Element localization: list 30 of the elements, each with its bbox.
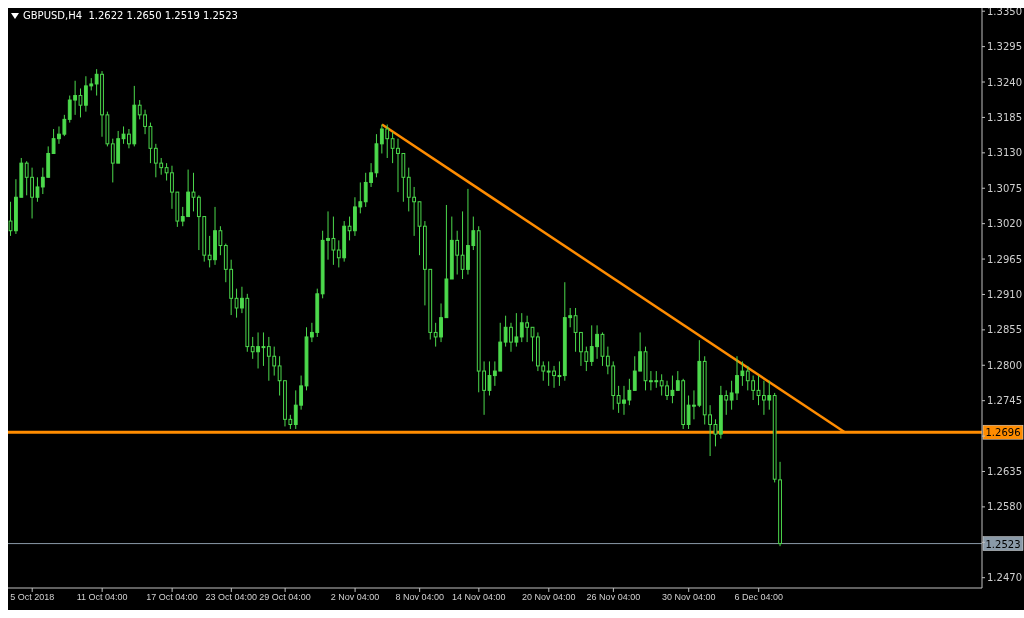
y-tick-label: 1.2855 [987,324,1022,336]
x-tick-label: 20 Nov 04:00 [522,592,576,603]
y-tick-label: 1.3185 [987,111,1022,123]
y-tick-label: 1.2800 [987,359,1022,371]
y-tick-label: 1.2910 [987,289,1022,301]
y-tick-label: 1.3075 [987,182,1022,194]
x-tick-label: 2 Nov 04:00 [330,592,380,603]
x-tick-label: 29 Oct 04:00 [259,592,311,603]
y-tick-label: 1.2965 [987,253,1022,265]
y-tick-label: 1.2470 [987,572,1022,584]
y-tick-label: 1.3240 [987,76,1022,88]
y-tick-label: 1.3350 [987,5,1022,17]
y-tick-label: 1.3130 [987,147,1022,159]
ref-line-label: 1.2696 [985,427,1021,439]
y-tick-label: 1.2580 [987,501,1022,513]
x-tick-label: 6 Dec 04:00 [734,592,783,603]
chart-title: GBPUSD,H4 1.2622 1.2650 1.2519 1.2523 [23,10,238,21]
y-tick-label: 1.3295 [987,41,1022,53]
x-tick-label: 23 Oct 04:00 [205,592,258,603]
y-tick-label: 1.2635 [987,466,1022,478]
x-tick-label: 14 Nov 04:00 [452,592,506,603]
x-tick-label: 17 Oct 04:00 [146,592,198,603]
x-tick-label: 8 Nov 04:00 [395,592,444,603]
y-tick-label: 1.3020 [987,218,1022,230]
x-tick-label: 26 Nov 04:00 [586,592,641,603]
y-tick-label: 1.2745 [987,395,1022,407]
ref-line-label: 1.2523 [985,538,1021,550]
x-tick-label: 11 Oct 04:00 [76,592,128,603]
x-tick-label: 5 Oct 2018 [10,592,55,603]
x-tick-label: 30 Nov 04:00 [661,592,716,603]
